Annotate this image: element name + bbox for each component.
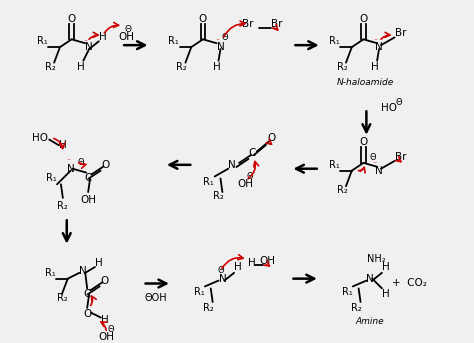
Text: Θ: Θ xyxy=(395,98,402,107)
Text: R₁: R₁ xyxy=(329,160,340,170)
Text: O: O xyxy=(100,275,109,286)
Text: H: H xyxy=(101,315,109,324)
Text: R₂: R₂ xyxy=(56,293,67,303)
Text: Br: Br xyxy=(395,28,406,38)
Text: R₂: R₂ xyxy=(45,62,55,72)
Text: Br: Br xyxy=(395,152,406,162)
Text: O: O xyxy=(67,14,76,24)
Text: Θ: Θ xyxy=(107,325,114,334)
Text: OH: OH xyxy=(118,32,134,43)
Text: Br: Br xyxy=(271,19,283,29)
Text: Amine: Amine xyxy=(356,317,384,326)
Text: R₂: R₂ xyxy=(351,303,362,313)
Text: R₁: R₁ xyxy=(342,287,352,297)
Text: HO: HO xyxy=(31,133,47,143)
Text: O: O xyxy=(199,14,207,24)
Text: H: H xyxy=(371,62,379,72)
Text: ··: ·· xyxy=(373,159,378,168)
Text: O: O xyxy=(83,309,91,319)
Text: O: O xyxy=(359,138,368,147)
Text: R₁: R₁ xyxy=(203,177,214,187)
Text: C: C xyxy=(83,289,91,299)
Text: H: H xyxy=(248,258,255,268)
Text: H: H xyxy=(234,262,242,272)
Text: H: H xyxy=(77,62,85,72)
Text: N: N xyxy=(375,166,383,176)
Text: R₁: R₁ xyxy=(45,268,55,278)
Text: N: N xyxy=(366,274,374,284)
Text: OH: OH xyxy=(80,195,96,205)
Text: H: H xyxy=(382,289,390,299)
Text: O: O xyxy=(101,160,110,170)
Text: Θ: Θ xyxy=(370,153,376,162)
Text: N: N xyxy=(375,42,383,52)
Text: +  CO₂: + CO₂ xyxy=(392,277,427,287)
Text: Θ: Θ xyxy=(221,33,228,42)
Text: H: H xyxy=(95,258,103,268)
Text: N: N xyxy=(85,42,93,52)
Text: R₁: R₁ xyxy=(194,287,204,297)
Text: R₂: R₂ xyxy=(203,303,214,313)
Text: ··: ·· xyxy=(66,156,71,165)
Text: Θ: Θ xyxy=(77,158,84,167)
Text: N: N xyxy=(67,164,74,174)
Text: ··: ·· xyxy=(83,37,89,46)
Text: N: N xyxy=(217,42,224,52)
Text: O: O xyxy=(267,133,275,143)
Text: H: H xyxy=(59,140,67,150)
Text: HO: HO xyxy=(381,103,397,114)
Text: H: H xyxy=(99,32,107,43)
Text: O: O xyxy=(359,14,368,24)
Text: C: C xyxy=(84,174,92,184)
Text: Θ: Θ xyxy=(217,267,224,275)
Text: H: H xyxy=(382,262,390,272)
Text: R₂: R₂ xyxy=(176,62,187,72)
Text: R₁: R₁ xyxy=(168,36,179,46)
Text: N: N xyxy=(219,274,226,284)
Text: NH₂: NH₂ xyxy=(367,254,385,264)
Text: ΘOH: ΘOH xyxy=(145,293,168,303)
Text: N-haloamide: N-haloamide xyxy=(337,78,394,87)
Text: H: H xyxy=(213,62,220,72)
Text: R₂: R₂ xyxy=(337,185,347,195)
Text: C: C xyxy=(248,148,255,158)
Text: Br: Br xyxy=(242,19,254,29)
Text: R₁: R₁ xyxy=(46,174,56,184)
Text: R₁: R₁ xyxy=(329,36,340,46)
Text: R₂: R₂ xyxy=(57,201,68,211)
Text: OH: OH xyxy=(238,179,254,189)
Text: ··: ·· xyxy=(215,36,220,45)
Text: Θ: Θ xyxy=(246,172,253,181)
Text: Θ: Θ xyxy=(125,25,132,34)
Text: OH: OH xyxy=(99,332,115,342)
Text: ··: ·· xyxy=(374,36,379,45)
Text: OH: OH xyxy=(259,256,275,266)
Text: R₂: R₂ xyxy=(337,62,347,72)
Text: R₂: R₂ xyxy=(213,191,224,201)
Text: R₁: R₁ xyxy=(37,36,48,46)
Text: N: N xyxy=(80,266,87,276)
Text: N: N xyxy=(228,160,236,170)
